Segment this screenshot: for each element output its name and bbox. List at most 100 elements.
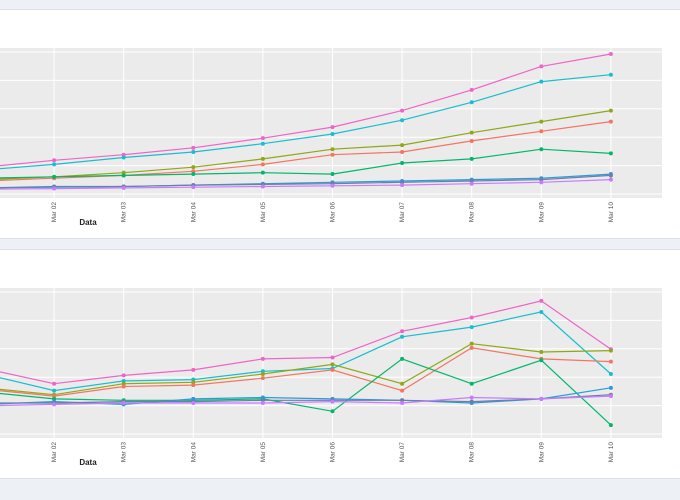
data-point[interactable] [191,165,196,170]
data-point[interactable] [260,162,265,167]
data-point[interactable] [191,401,196,406]
data-point[interactable] [400,398,405,403]
data-point[interactable] [608,359,613,364]
data-point[interactable] [608,394,613,399]
data-point[interactable] [260,369,265,374]
data-point[interactable] [260,136,265,141]
data-point[interactable] [608,52,613,56]
data-point[interactable] [52,394,57,399]
data-point[interactable] [330,132,335,137]
data-point[interactable] [191,172,196,177]
data-point[interactable] [469,345,474,350]
data-point[interactable] [260,398,265,403]
data-point[interactable] [400,143,405,148]
data-point[interactable] [539,349,544,354]
data-point[interactable] [52,388,57,393]
data-point[interactable] [400,108,405,113]
data-point[interactable] [121,384,126,389]
data-point[interactable] [400,381,405,386]
data-point[interactable] [469,325,474,330]
data-point[interactable] [608,372,613,377]
data-point[interactable] [608,173,613,178]
data-point[interactable] [191,383,196,388]
data-point[interactable] [469,87,474,92]
data-point[interactable] [400,329,405,334]
data-point[interactable] [539,147,544,152]
data-point[interactable] [469,181,474,186]
data-point[interactable] [191,380,196,385]
data-point[interactable] [121,170,126,175]
data-point[interactable] [52,158,57,163]
data-point[interactable] [191,367,196,372]
data-point[interactable] [469,100,474,105]
data-point[interactable] [121,152,126,157]
data-point[interactable] [52,402,57,407]
data-point[interactable] [469,395,474,400]
data-point[interactable] [260,376,265,381]
data-point[interactable] [330,362,335,367]
data-point[interactable] [260,401,265,406]
data-point[interactable] [539,180,544,185]
data-point[interactable] [330,152,335,157]
data-point[interactable] [121,401,126,406]
data-point[interactable] [121,173,126,178]
data-point[interactable] [400,401,405,406]
data-point[interactable] [400,356,405,361]
data-point[interactable] [330,172,335,177]
data-point[interactable] [539,358,544,363]
data-point[interactable] [469,315,474,320]
data-point[interactable] [539,309,544,314]
data-point[interactable] [191,145,196,150]
data-point[interactable] [539,177,544,182]
data-point[interactable] [330,399,335,404]
data-point[interactable] [400,149,405,154]
data-point[interactable] [191,185,196,190]
data-point[interactable] [539,298,544,303]
data-point[interactable] [608,108,613,113]
data-point[interactable] [121,373,126,378]
data-point[interactable] [608,151,613,156]
data-point[interactable] [121,381,126,386]
data-point[interactable] [469,130,474,135]
data-point[interactable] [191,377,196,382]
data-point[interactable] [400,161,405,166]
data-point[interactable] [191,149,196,154]
data-point[interactable] [469,381,474,386]
data-point[interactable] [608,385,613,390]
data-point[interactable] [400,118,405,123]
data-point[interactable] [469,156,474,161]
data-point[interactable] [260,156,265,161]
data-point[interactable] [52,174,57,179]
data-point[interactable] [260,356,265,361]
data-point[interactable] [539,64,544,69]
data-point[interactable] [260,184,265,189]
data-point[interactable] [121,378,126,383]
data-point[interactable] [52,186,57,191]
data-point[interactable] [469,138,474,143]
data-point[interactable] [539,79,544,84]
data-point[interactable] [191,396,196,401]
data-point[interactable] [330,409,335,414]
data-point[interactable] [191,169,196,174]
data-point[interactable] [121,155,126,160]
data-point[interactable] [469,341,474,346]
data-point[interactable] [400,180,405,185]
data-point[interactable] [260,395,265,400]
data-point[interactable] [400,183,405,188]
data-point[interactable] [469,399,474,404]
data-point[interactable] [608,119,613,124]
data-point[interactable] [330,367,335,372]
data-point[interactable] [539,129,544,134]
data-point[interactable] [608,348,613,353]
data-point[interactable] [469,178,474,183]
data-point[interactable] [260,141,265,146]
data-point[interactable] [608,72,613,77]
data-point[interactable] [400,388,405,393]
data-point[interactable] [539,396,544,401]
data-point[interactable] [52,381,57,386]
data-point[interactable] [608,423,613,428]
data-point[interactable] [400,334,405,339]
data-point[interactable] [260,170,265,175]
data-point[interactable] [330,147,335,152]
data-point[interactable] [52,162,57,167]
